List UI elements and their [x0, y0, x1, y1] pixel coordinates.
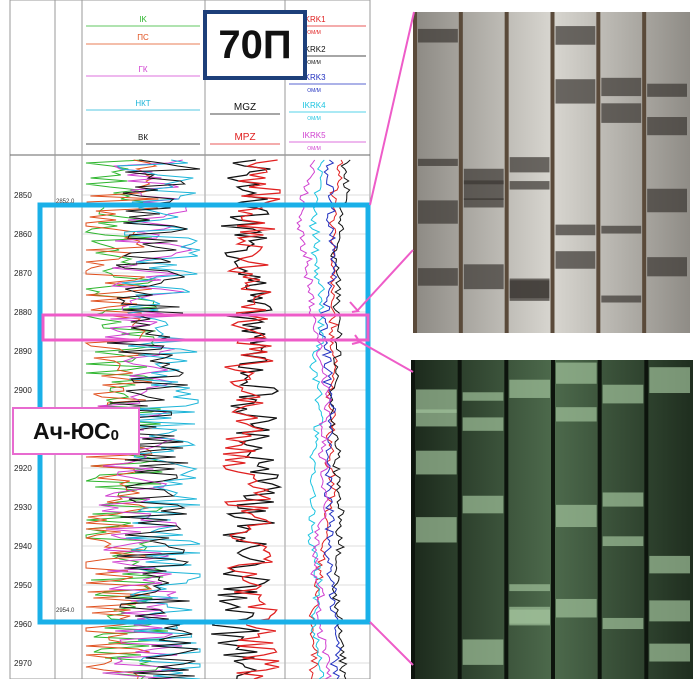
- core-band: [463, 198, 504, 208]
- log-curve: [318, 159, 342, 679]
- log-curve: [116, 159, 201, 679]
- curve-name: ПС: [137, 33, 149, 42]
- core-band: [416, 450, 457, 475]
- curve-name: IK: [139, 15, 147, 24]
- curve-name: IKRK3: [302, 73, 326, 82]
- curve-name: IKRK2: [302, 45, 326, 54]
- core-band: [462, 495, 504, 514]
- core-band: [416, 517, 457, 543]
- depth-label: 2940: [14, 542, 32, 551]
- core-band: [601, 295, 642, 303]
- core-band: [555, 251, 596, 269]
- core-band: [602, 384, 644, 404]
- formation-index: 0: [110, 426, 119, 444]
- depth-label: 2920: [14, 464, 32, 473]
- core-band: [602, 536, 644, 547]
- core-interval-box: [41, 313, 370, 342]
- core-band: [649, 367, 690, 394]
- core-band: [647, 117, 687, 136]
- core-band: [463, 180, 504, 200]
- log-curve: [211, 159, 283, 679]
- curve-name: IKRK4: [302, 101, 326, 110]
- curve-unit: ОМ/М: [307, 146, 321, 152]
- depth-label: 2900: [14, 386, 32, 395]
- core-band: [509, 379, 550, 398]
- core-band: [463, 264, 504, 290]
- curve-name: IKRK5: [302, 131, 326, 140]
- depth-label: 2850: [14, 191, 32, 200]
- log-curve: [308, 159, 344, 679]
- well-badge: 70П: [203, 10, 307, 80]
- core-band: [601, 103, 642, 123]
- formation-label: Ач-ЮС 0: [12, 407, 140, 455]
- depth-label: 2930: [14, 503, 32, 512]
- core-band: [509, 606, 550, 626]
- curve-name: НКТ: [135, 99, 150, 108]
- depth-label: 2880: [14, 308, 32, 317]
- core-band: [462, 639, 504, 665]
- depth-label: 2950: [14, 581, 32, 590]
- core-band: [509, 584, 550, 592]
- core-band: [647, 257, 687, 277]
- core-band: [649, 643, 690, 662]
- arrow-head: [351, 334, 362, 345]
- curve-unit: ОМ/М: [307, 60, 321, 66]
- arrow-head: [349, 301, 360, 313]
- core-band: [462, 392, 504, 401]
- log-curve: [307, 159, 326, 679]
- depth-label: 2870: [14, 269, 32, 278]
- core-band: [647, 188, 687, 213]
- connectors: [349, 11, 415, 666]
- core-band: [509, 181, 550, 190]
- depth-label: 2860: [14, 230, 32, 239]
- core-band: [555, 26, 596, 45]
- core-band: [418, 158, 458, 166]
- core-band: [509, 157, 550, 173]
- log-curve: [222, 159, 281, 679]
- core-band: [601, 77, 642, 97]
- core-band: [556, 598, 597, 618]
- core-band: [649, 555, 690, 574]
- core-band: [418, 200, 458, 224]
- curve-name: ГК: [139, 65, 148, 74]
- curve-name: MGZ: [234, 102, 256, 113]
- core-band: [462, 417, 504, 431]
- curve-name: MPZ: [234, 132, 255, 143]
- core-band: [602, 617, 644, 630]
- core-band: [416, 409, 457, 427]
- connector: [357, 249, 414, 311]
- core-band: [556, 407, 597, 422]
- core-band: [647, 83, 687, 97]
- connector: [359, 341, 414, 373]
- core-band: [649, 600, 690, 622]
- interval-mark: 2852.0: [56, 199, 75, 205]
- connector: [369, 621, 414, 666]
- connector: [369, 11, 415, 206]
- curve-name: IKRK1: [302, 15, 326, 24]
- formation-name: Ач-ЮС: [33, 417, 111, 444]
- core-band: [556, 504, 597, 528]
- core-band: [601, 225, 642, 234]
- core-band: [463, 168, 504, 185]
- core-band: [418, 268, 458, 286]
- core-band: [555, 224, 596, 236]
- core-band: [602, 492, 644, 507]
- log-curve: [296, 159, 333, 679]
- core-band: [555, 79, 596, 104]
- core-band: [556, 362, 597, 384]
- depth-label: 2970: [14, 659, 32, 668]
- core-band: [418, 28, 458, 43]
- core-band: [416, 389, 457, 413]
- depth-label: 2960: [14, 620, 32, 629]
- core-band: [509, 280, 550, 301]
- curve-unit: ОМ/М: [307, 30, 321, 36]
- curve-unit: ОМ/М: [307, 88, 321, 94]
- interval-mark: 2954.0: [56, 608, 75, 614]
- depth-label: 2890: [14, 347, 32, 356]
- curve-unit: ОМ/М: [307, 116, 321, 122]
- curve-name: ВК: [138, 133, 148, 142]
